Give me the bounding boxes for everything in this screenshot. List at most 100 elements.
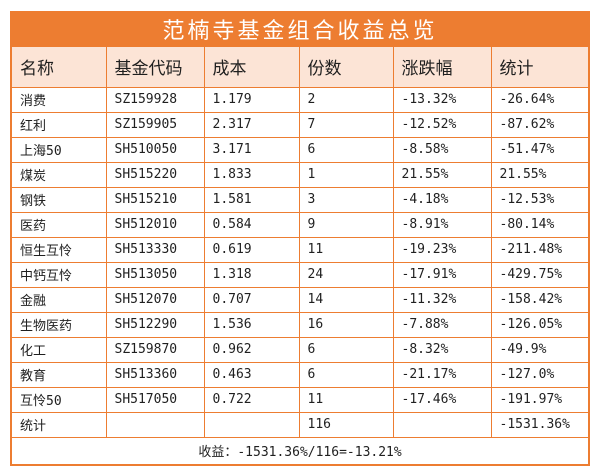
column-header-row: 名称 基金代码 成本 份数 涨跌幅 统计 [10,45,590,88]
cell-change: -8.91% [392,211,492,238]
table-row: 消费 SZ159928 1.179 2 -13.32% -26.64% [10,86,590,113]
summary-row: 统计 116 -1531.36% [10,411,590,438]
cell-cost: 1.179 [203,86,300,113]
fund-overview-table: 范楠寺基金组合收益总览 名称 基金代码 成本 份数 涨跌幅 统计 消费 SZ159… [10,11,591,466]
cell-name: 统计 [10,411,107,438]
table-row: 恒生互怜 SH513330 0.619 11 -19.23% -211.48% [10,236,590,263]
cell-shares: 3 [298,186,394,213]
cell-shares: 6 [298,336,394,363]
cell-total: -429.75% [490,261,590,288]
cell-total: -211.48% [490,236,590,263]
cell-shares: 6 [298,136,394,163]
cell-code [105,411,205,438]
cell-shares: 16 [298,311,394,338]
cell-code: SH513360 [105,361,205,388]
cell-cost [203,411,300,438]
table-row: 钢铁 SH515210 1.581 3 -4.18% -12.53% [10,186,590,213]
cell-name: 钢铁 [10,186,107,213]
cell-change: -13.32% [392,86,492,113]
table-row: 互怜50 SH517050 0.722 11 -17.46% -191.97% [10,386,590,413]
column-header-total: 统计 [490,45,590,88]
cell-total: -26.64% [490,86,590,113]
cell-total: -126.05% [490,311,590,338]
cell-total: -87.62% [490,111,590,138]
cell-change: -17.46% [392,386,492,413]
table-row: 煤炭 SH515220 1.833 1 21.55% 21.55% [10,161,590,188]
cell-name: 煤炭 [10,161,107,188]
cell-name: 消费 [10,86,107,113]
table-row: 教育 SH513360 0.463 6 -21.17% -127.0% [10,361,590,388]
cell-change: -12.52% [392,111,492,138]
cell-code: SH512290 [105,311,205,338]
table-row: 中钙互怜 SH513050 1.318 24 -17.91% -429.75% [10,261,590,288]
cell-code: SH512070 [105,286,205,313]
cell-total: -49.9% [490,336,590,363]
cell-change: -21.17% [392,361,492,388]
footer-row: 收益：-1531.36%/116=-13.21% [10,436,590,466]
cell-total: -12.53% [490,186,590,213]
cell-shares: 6 [298,361,394,388]
column-header-name: 名称 [10,45,107,88]
cell-name: 教育 [10,361,107,388]
table-row: 生物医药 SH512290 1.536 16 -7.88% -126.05% [10,311,590,338]
table-row: 化工 SZ159870 0.962 6 -8.32% -49.9% [10,336,590,363]
cell-change: 21.55% [392,161,492,188]
cell-code: SH513050 [105,261,205,288]
cell-name: 恒生互怜 [10,236,107,263]
cell-name: 生物医药 [10,311,107,338]
cell-cost: 0.962 [203,336,300,363]
cell-total: -80.14% [490,211,590,238]
cell-total: -191.97% [490,386,590,413]
footer-formula: 收益：-1531.36%/116=-13.21% [10,436,590,466]
cell-cost: 1.581 [203,186,300,213]
cell-code: SZ159905 [105,111,205,138]
cell-total: -51.47% [490,136,590,163]
cell-cost: 1.833 [203,161,300,188]
cell-total: -158.42% [490,286,590,313]
title-row: 范楠寺基金组合收益总览 [10,11,590,47]
cell-shares: 7 [298,111,394,138]
cell-name: 化工 [10,336,107,363]
cell-change: -19.23% [392,236,492,263]
cell-total: 21.55% [490,161,590,188]
cell-change: -8.58% [392,136,492,163]
column-header-shares: 份数 [298,45,394,88]
column-header-change: 涨跌幅 [392,45,492,88]
cell-change: -8.32% [392,336,492,363]
cell-name: 上海50 [10,136,107,163]
cell-code: SH515210 [105,186,205,213]
cell-total: -1531.36% [490,411,590,438]
table-row: 上海50 SH510050 3.171 6 -8.58% -51.47% [10,136,590,163]
cell-change: -11.32% [392,286,492,313]
cell-cost: 3.171 [203,136,300,163]
cell-code: SH517050 [105,386,205,413]
cell-total: -127.0% [490,361,590,388]
cell-shares: 1 [298,161,394,188]
cell-cost: 0.584 [203,211,300,238]
cell-name: 金融 [10,286,107,313]
cell-change [392,411,492,438]
cell-change: -7.88% [392,311,492,338]
column-header-code: 基金代码 [105,45,205,88]
cell-name: 医药 [10,211,107,238]
cell-name: 互怜50 [10,386,107,413]
cell-code: SH513330 [105,236,205,263]
table-row: 红利 SZ159905 2.317 7 -12.52% -87.62% [10,111,590,138]
cell-shares: 116 [298,411,394,438]
cell-change: -4.18% [392,186,492,213]
cell-shares: 2 [298,86,394,113]
cell-name: 红利 [10,111,107,138]
cell-cost: 0.463 [203,361,300,388]
cell-cost: 0.722 [203,386,300,413]
cell-code: SZ159928 [105,86,205,113]
cell-code: SH512010 [105,211,205,238]
cell-shares: 24 [298,261,394,288]
cell-cost: 2.317 [203,111,300,138]
cell-code: SZ159870 [105,336,205,363]
table-row: 医药 SH512010 0.584 9 -8.91% -80.14% [10,211,590,238]
cell-shares: 14 [298,286,394,313]
cell-cost: 1.318 [203,261,300,288]
column-header-cost: 成本 [203,45,300,88]
cell-cost: 0.707 [203,286,300,313]
cell-code: SH515220 [105,161,205,188]
